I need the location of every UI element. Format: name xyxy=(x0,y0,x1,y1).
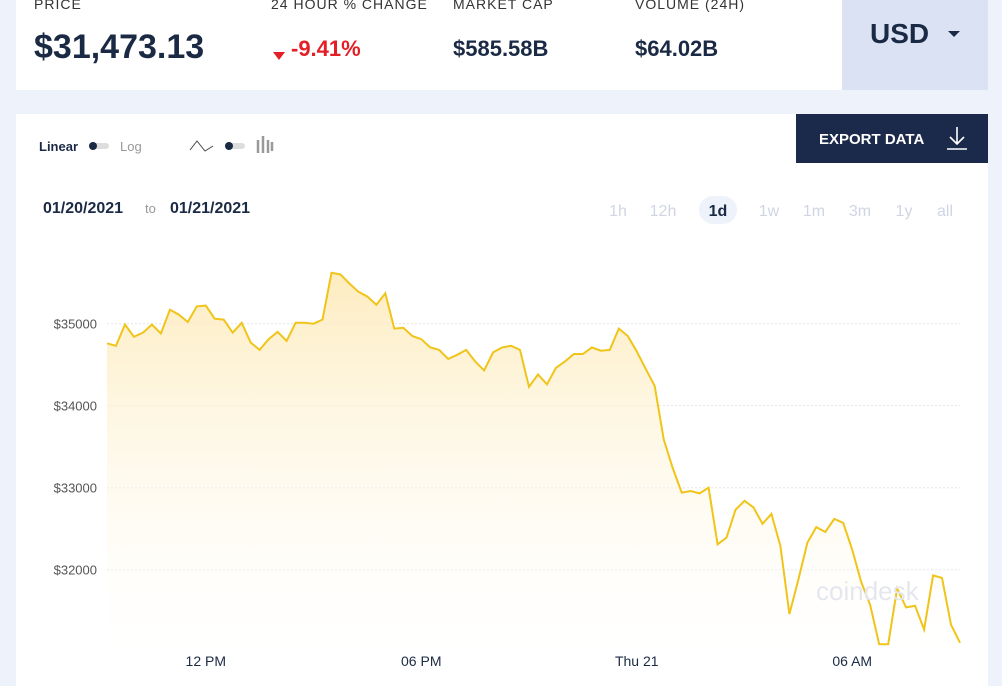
switch-knob xyxy=(89,142,97,150)
stat-label: MARKET CAP xyxy=(453,0,554,12)
x-tick-label: 06 PM xyxy=(401,653,441,669)
y-tick-label: $34000 xyxy=(54,399,97,414)
stat-value: $31,473.13 xyxy=(34,28,205,66)
stat-value: $64.02B xyxy=(635,36,719,61)
range-button[interactable]: 1h xyxy=(609,203,627,220)
log-toggle[interactable]: Log xyxy=(120,139,142,154)
y-tick-label: $33000 xyxy=(54,481,97,496)
y-tick-label: $32000 xyxy=(54,563,97,578)
area xyxy=(107,272,960,655)
range-button[interactable]: 12h xyxy=(650,203,677,220)
range-button[interactable]: 1d xyxy=(709,203,728,220)
range-button[interactable]: 1m xyxy=(803,203,825,220)
range-button[interactable]: 1y xyxy=(896,203,913,220)
export-label: EXPORT DATA xyxy=(819,131,925,148)
stat-label: VOLUME (24H) xyxy=(635,0,746,12)
x-tick-label: Thu 21 xyxy=(615,653,659,669)
price-line xyxy=(106,271,961,646)
watermark: coindesk xyxy=(816,576,920,606)
currency: USD xyxy=(870,18,930,49)
linear-toggle[interactable]: Linear xyxy=(39,139,78,154)
currency-select[interactable]: USD xyxy=(842,0,988,90)
date-sep: to xyxy=(145,201,156,216)
x-tick-label: 06 AM xyxy=(832,653,872,669)
down-arrow xyxy=(273,52,285,60)
range-button[interactable]: all xyxy=(937,203,953,220)
stat-value: $585.58B xyxy=(453,36,549,61)
caret xyxy=(948,31,960,37)
x-tick-label: 12 PM xyxy=(186,653,226,669)
range-active-bg xyxy=(699,196,737,224)
switch-knob xyxy=(225,142,233,150)
line-icon[interactable] xyxy=(189,140,214,152)
range-button[interactable]: 1w xyxy=(759,203,780,220)
stat-label: PRICE xyxy=(34,0,82,12)
date-from[interactable]: 01/20/2021 xyxy=(43,200,123,217)
stats-bar: PRICE $31,473.13 24 HOUR % CHANGE -9.41%… xyxy=(16,0,842,90)
stat-value: -9.41% xyxy=(291,36,361,61)
stat-label: 24 HOUR % CHANGE xyxy=(271,0,428,12)
y-tick-label: $35000 xyxy=(54,317,97,332)
date-to[interactable]: 01/21/2021 xyxy=(170,200,250,217)
candle-icon[interactable] xyxy=(256,136,274,153)
export-button[interactable]: EXPORT DATA xyxy=(796,114,988,163)
download-icon xyxy=(947,127,967,150)
range-button[interactable]: 3m xyxy=(849,203,871,220)
